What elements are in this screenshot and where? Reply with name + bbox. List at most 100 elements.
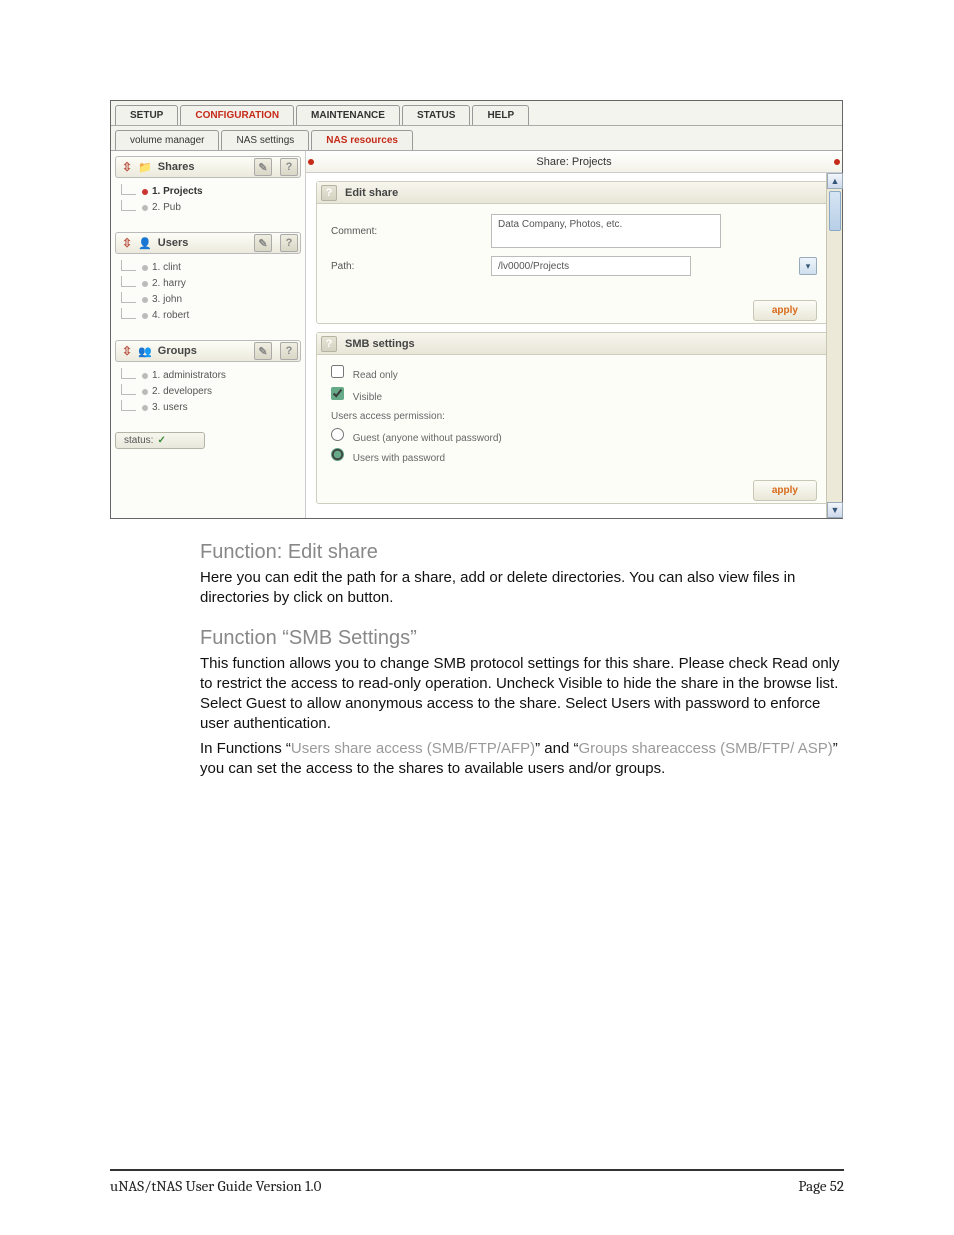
scroll-thumb[interactable] [829, 191, 841, 231]
page-footer: uNAS/tNAS User Guide Version 1.0 Page 52 [110, 1169, 844, 1195]
read-only-checkbox[interactable] [331, 365, 344, 378]
dot-icon [142, 265, 148, 271]
shares-header: ⇳ 📁 Shares ✎ ? [115, 156, 301, 178]
dot-icon [142, 297, 148, 303]
smb-settings-header: ? SMB settings [317, 333, 831, 355]
document-text: Function: Edit share Here you can edit t… [110, 541, 843, 779]
smb-settings-section: ? SMB settings Read only [316, 332, 832, 504]
footer-title: uNAS/tNAS User Guide Version 1.0 [110, 1177, 321, 1195]
users-password-radio[interactable] [331, 448, 344, 461]
subtab-volume-manager[interactable]: volume manager [115, 130, 219, 150]
subtab-nas-resources[interactable]: NAS resources [311, 130, 413, 150]
path-field[interactable] [491, 256, 691, 276]
tab-configuration[interactable]: CONFIGURATION [180, 105, 294, 125]
dot-icon [142, 205, 148, 211]
sub-tabs: volume manager NAS settings NAS resource… [111, 126, 842, 151]
apply-button[interactable]: apply [753, 300, 817, 321]
content-area: Share: Projects ? Edit share Comment: Da… [306, 151, 842, 518]
tab-setup[interactable]: SETUP [115, 105, 178, 125]
groups-title: Groups [158, 345, 197, 357]
comment-field[interactable]: Data Company, Photos, etc. [491, 214, 721, 248]
group-icon: 👥 [138, 345, 152, 358]
tab-help[interactable]: HELP [472, 105, 529, 125]
guest-option[interactable]: Guest (anyone without password) [331, 433, 502, 444]
users-tree: 1. clint 2. harry 3. john 4. robert [111, 254, 305, 334]
user-item[interactable]: 2. harry [121, 276, 301, 292]
read-only-label: Read only [353, 370, 398, 381]
dot-icon [142, 389, 148, 395]
shares-panel: ⇳ 📁 Shares ✎ ? 1. Projects [111, 156, 305, 226]
user-item[interactable]: 4. robert [121, 308, 301, 324]
edit-share-title: Edit share [345, 187, 398, 199]
edit-icon[interactable]: ✎ [254, 342, 272, 360]
edit-share-section: ? Edit share Comment: Data Company, Phot… [316, 181, 832, 324]
dot-icon [142, 373, 148, 379]
shares-title: Shares [158, 161, 195, 173]
status-bar: status: ✓ [115, 432, 205, 449]
user-icon: 👤 [138, 237, 152, 250]
apply-button[interactable]: apply [753, 480, 817, 501]
users-password-label: Users with password [353, 453, 445, 464]
comment-label: Comment: [331, 226, 481, 237]
para-edit-share: Here you can edit the path for a share, … [200, 568, 843, 609]
group-item[interactable]: 3. users [121, 400, 301, 416]
scroll-down-button[interactable]: ▼ [827, 502, 843, 518]
users-header: ⇳ 👤 Users ✎ ? [115, 232, 301, 254]
para-smb-settings: This function allows you to change SMB p… [200, 654, 843, 735]
group-item[interactable]: 1. administrators [121, 368, 301, 384]
users-panel: ⇳ 👤 Users ✎ ? 1. clint 2. harry 3. john … [111, 232, 305, 334]
dot-icon [142, 313, 148, 319]
check-icon: ✓ [157, 435, 165, 446]
key-icon: ⇳ [122, 344, 132, 358]
main-tabs: SETUP CONFIGURATION MAINTENANCE STATUS H… [111, 101, 842, 126]
help-icon[interactable]: ? [280, 158, 298, 176]
content-title: Share: Projects [306, 151, 842, 173]
heading-edit-share: Function: Edit share [200, 541, 843, 564]
share-title-text: Share: Projects [536, 156, 611, 168]
users-password-option[interactable]: Users with password [331, 453, 445, 464]
tab-maintenance[interactable]: MAINTENANCE [296, 105, 400, 125]
active-dot-icon [142, 189, 148, 195]
visible-option[interactable]: Visible [331, 392, 382, 403]
tab-status[interactable]: STATUS [402, 105, 471, 125]
edit-icon[interactable]: ✎ [254, 158, 272, 176]
users-title: Users [158, 237, 189, 249]
dot-icon [142, 281, 148, 287]
help-icon[interactable]: ? [280, 234, 298, 252]
path-dropdown-button[interactable]: ▾ [799, 257, 817, 275]
help-icon[interactable]: ? [321, 185, 337, 201]
app-window: SETUP CONFIGURATION MAINTENANCE STATUS H… [110, 100, 843, 519]
shares-tree: 1. Projects 2. Pub [111, 178, 305, 226]
edit-share-header: ? Edit share [317, 182, 831, 204]
help-icon[interactable]: ? [321, 336, 337, 352]
user-item[interactable]: 1. clint [121, 260, 301, 276]
guest-radio[interactable] [331, 428, 344, 441]
share-item-pub[interactable]: 2. Pub [121, 200, 301, 216]
smb-settings-title: SMB settings [345, 338, 415, 350]
subtab-nas-settings[interactable]: NAS settings [221, 130, 309, 150]
shares-icon: 📁 [138, 161, 152, 174]
para-functions-links: In Functions “Users share access (SMB/FT… [200, 739, 843, 780]
scroll-up-button[interactable]: ▲ [827, 173, 843, 189]
edit-icon[interactable]: ✎ [254, 234, 272, 252]
perm-label: Users access permission: [331, 411, 817, 422]
footer-page: Page 52 [798, 1177, 844, 1195]
help-icon[interactable]: ? [280, 342, 298, 360]
groups-panel: ⇳ 👥 Groups ✎ ? 1. administrators 2. deve… [111, 340, 305, 426]
scrollbar[interactable]: ▲ ▼ [826, 173, 842, 518]
path-label: Path: [331, 261, 481, 272]
key-icon: ⇳ [122, 236, 132, 250]
heading-smb-settings: Function “SMB Settings” [200, 627, 843, 650]
groups-tree: 1. administrators 2. developers 3. users [111, 362, 305, 426]
read-only-option[interactable]: Read only [331, 370, 398, 381]
group-item[interactable]: 2. developers [121, 384, 301, 400]
user-item[interactable]: 3. john [121, 292, 301, 308]
link-users-share-access: Users share access (SMB/FTP/AFP) [291, 740, 535, 757]
share-item-projects[interactable]: 1. Projects [121, 184, 301, 200]
link-groups-share-access: Groups shareaccess (SMB/FTP/ ASP) [578, 740, 832, 757]
key-icon: ⇳ [122, 160, 132, 174]
sidebar: ⇳ 📁 Shares ✎ ? 1. Projects [111, 151, 306, 518]
groups-header: ⇳ 👥 Groups ✎ ? [115, 340, 301, 362]
visible-checkbox[interactable] [331, 387, 344, 400]
status-label: status: [124, 435, 153, 446]
